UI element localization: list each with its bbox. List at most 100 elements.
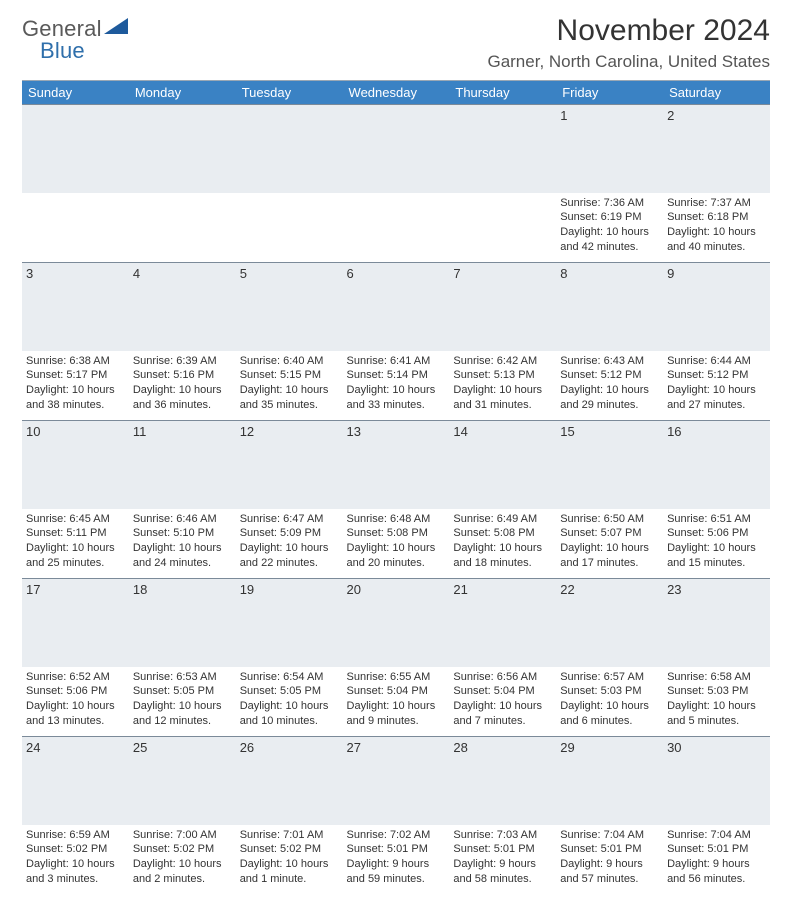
location: Garner, North Carolina, United States [487,52,770,72]
sunrise-line: Sunrise: 6:55 AM [347,670,446,685]
day-number: 22 [556,579,663,667]
day-number: 16 [663,421,770,509]
day-cell: Sunrise: 7:01 AMSunset: 5:02 PMDaylight:… [236,825,343,895]
day-details: Sunrise: 6:58 AMSunset: 5:03 PMDaylight:… [667,670,766,729]
day-cell: Sunrise: 7:36 AMSunset: 6:19 PMDaylight:… [556,193,663,263]
day-number: 8 [556,263,663,351]
sunset-line: Sunset: 5:05 PM [240,684,339,699]
day-number: 13 [343,421,450,509]
day-number: 17 [22,579,129,667]
daylight-line: Daylight: 10 hours and 24 minutes. [133,541,232,571]
daylight-line: Daylight: 10 hours and 29 minutes. [560,383,659,413]
sunset-line: Sunset: 5:01 PM [453,842,552,857]
calendar-table: Sunday Monday Tuesday Wednesday Thursday… [22,81,770,895]
title-block: November 2024 Garner, North Carolina, Un… [487,14,770,72]
day-cell: Sunrise: 6:47 AMSunset: 5:09 PMDaylight:… [236,509,343,579]
logo-word-2: Blue [40,38,85,63]
sunrise-line: Sunrise: 6:59 AM [26,828,125,843]
weekday-header-row: Sunday Monday Tuesday Wednesday Thursday… [22,81,770,105]
day-cell: Sunrise: 6:39 AMSunset: 5:16 PMDaylight:… [129,351,236,421]
calendar-page: General Blue November 2024 Garner, North… [0,0,792,903]
daylight-line: Daylight: 10 hours and 3 minutes. [26,857,125,887]
logo-text: General Blue [22,16,130,68]
day-cell: Sunrise: 7:00 AMSunset: 5:02 PMDaylight:… [129,825,236,895]
sunrise-line: Sunrise: 6:46 AM [133,512,232,527]
sunset-line: Sunset: 5:02 PM [26,842,125,857]
daynum-row: 3456789 [22,263,770,351]
day-number: 30 [663,737,770,825]
day-cell: Sunrise: 6:54 AMSunset: 5:05 PMDaylight:… [236,667,343,737]
daylight-line: Daylight: 10 hours and 12 minutes. [133,699,232,729]
daylight-line: Daylight: 10 hours and 35 minutes. [240,383,339,413]
day-details: Sunrise: 6:51 AMSunset: 5:06 PMDaylight:… [667,512,766,571]
day-cell: Sunrise: 6:42 AMSunset: 5:13 PMDaylight:… [449,351,556,421]
day-number: 19 [236,579,343,667]
daynum-row: 12 [22,105,770,193]
daynum-row: 10111213141516 [22,421,770,509]
day-cell: Sunrise: 6:58 AMSunset: 5:03 PMDaylight:… [663,667,770,737]
col-thursday: Thursday [449,81,556,105]
sunset-line: Sunset: 5:08 PM [453,526,552,541]
daylight-line: Daylight: 10 hours and 5 minutes. [667,699,766,729]
day-cell: Sunrise: 6:38 AMSunset: 5:17 PMDaylight:… [22,351,129,421]
sunset-line: Sunset: 5:14 PM [347,368,446,383]
day-cell: Sunrise: 6:56 AMSunset: 5:04 PMDaylight:… [449,667,556,737]
week-row: Sunrise: 6:45 AMSunset: 5:11 PMDaylight:… [22,509,770,579]
sunset-line: Sunset: 5:06 PM [667,526,766,541]
day-details: Sunrise: 7:00 AMSunset: 5:02 PMDaylight:… [133,828,232,887]
sunrise-line: Sunrise: 6:53 AM [133,670,232,685]
day-details: Sunrise: 6:42 AMSunset: 5:13 PMDaylight:… [453,354,552,413]
day-number: 25 [129,737,236,825]
day-number: 20 [343,579,450,667]
day-number [22,105,129,193]
sunrise-line: Sunrise: 6:44 AM [667,354,766,369]
day-cell: Sunrise: 7:03 AMSunset: 5:01 PMDaylight:… [449,825,556,895]
sunrise-line: Sunrise: 6:43 AM [560,354,659,369]
day-cell: Sunrise: 6:40 AMSunset: 5:15 PMDaylight:… [236,351,343,421]
sunrise-line: Sunrise: 6:52 AM [26,670,125,685]
day-details: Sunrise: 6:40 AMSunset: 5:15 PMDaylight:… [240,354,339,413]
sunrise-line: Sunrise: 6:50 AM [560,512,659,527]
day-details: Sunrise: 7:03 AMSunset: 5:01 PMDaylight:… [453,828,552,887]
sunrise-line: Sunrise: 7:04 AM [560,828,659,843]
col-tuesday: Tuesday [236,81,343,105]
day-number: 1 [556,105,663,193]
day-cell: Sunrise: 7:37 AMSunset: 6:18 PMDaylight:… [663,193,770,263]
sunrise-line: Sunrise: 6:41 AM [347,354,446,369]
day-details: Sunrise: 7:36 AMSunset: 6:19 PMDaylight:… [560,196,659,255]
sunset-line: Sunset: 5:03 PM [560,684,659,699]
sunset-line: Sunset: 5:01 PM [667,842,766,857]
day-number: 4 [129,263,236,351]
daylight-line: Daylight: 10 hours and 31 minutes. [453,383,552,413]
day-cell [129,193,236,263]
sunset-line: Sunset: 5:01 PM [347,842,446,857]
day-cell: Sunrise: 6:59 AMSunset: 5:02 PMDaylight:… [22,825,129,895]
day-details: Sunrise: 7:04 AMSunset: 5:01 PMDaylight:… [667,828,766,887]
sunset-line: Sunset: 5:02 PM [133,842,232,857]
day-number: 15 [556,421,663,509]
day-number: 18 [129,579,236,667]
sunrise-line: Sunrise: 6:48 AM [347,512,446,527]
daylight-line: Daylight: 10 hours and 1 minute. [240,857,339,887]
day-cell: Sunrise: 6:53 AMSunset: 5:05 PMDaylight:… [129,667,236,737]
sunset-line: Sunset: 5:16 PM [133,368,232,383]
day-number: 26 [236,737,343,825]
day-number [449,105,556,193]
week-row: Sunrise: 6:52 AMSunset: 5:06 PMDaylight:… [22,667,770,737]
week-row: Sunrise: 6:38 AMSunset: 5:17 PMDaylight:… [22,351,770,421]
day-cell: Sunrise: 6:52 AMSunset: 5:06 PMDaylight:… [22,667,129,737]
daylight-line: Daylight: 10 hours and 15 minutes. [667,541,766,571]
daylight-line: Daylight: 9 hours and 58 minutes. [453,857,552,887]
daylight-line: Daylight: 10 hours and 13 minutes. [26,699,125,729]
sunrise-line: Sunrise: 6:57 AM [560,670,659,685]
col-wednesday: Wednesday [343,81,450,105]
sunset-line: Sunset: 5:07 PM [560,526,659,541]
sunset-line: Sunset: 5:04 PM [453,684,552,699]
day-number: 11 [129,421,236,509]
sunrise-line: Sunrise: 6:49 AM [453,512,552,527]
day-cell: Sunrise: 7:04 AMSunset: 5:01 PMDaylight:… [556,825,663,895]
sunset-line: Sunset: 5:10 PM [133,526,232,541]
daylight-line: Daylight: 10 hours and 22 minutes. [240,541,339,571]
daylight-line: Daylight: 10 hours and 10 minutes. [240,699,339,729]
day-number: 3 [22,263,129,351]
